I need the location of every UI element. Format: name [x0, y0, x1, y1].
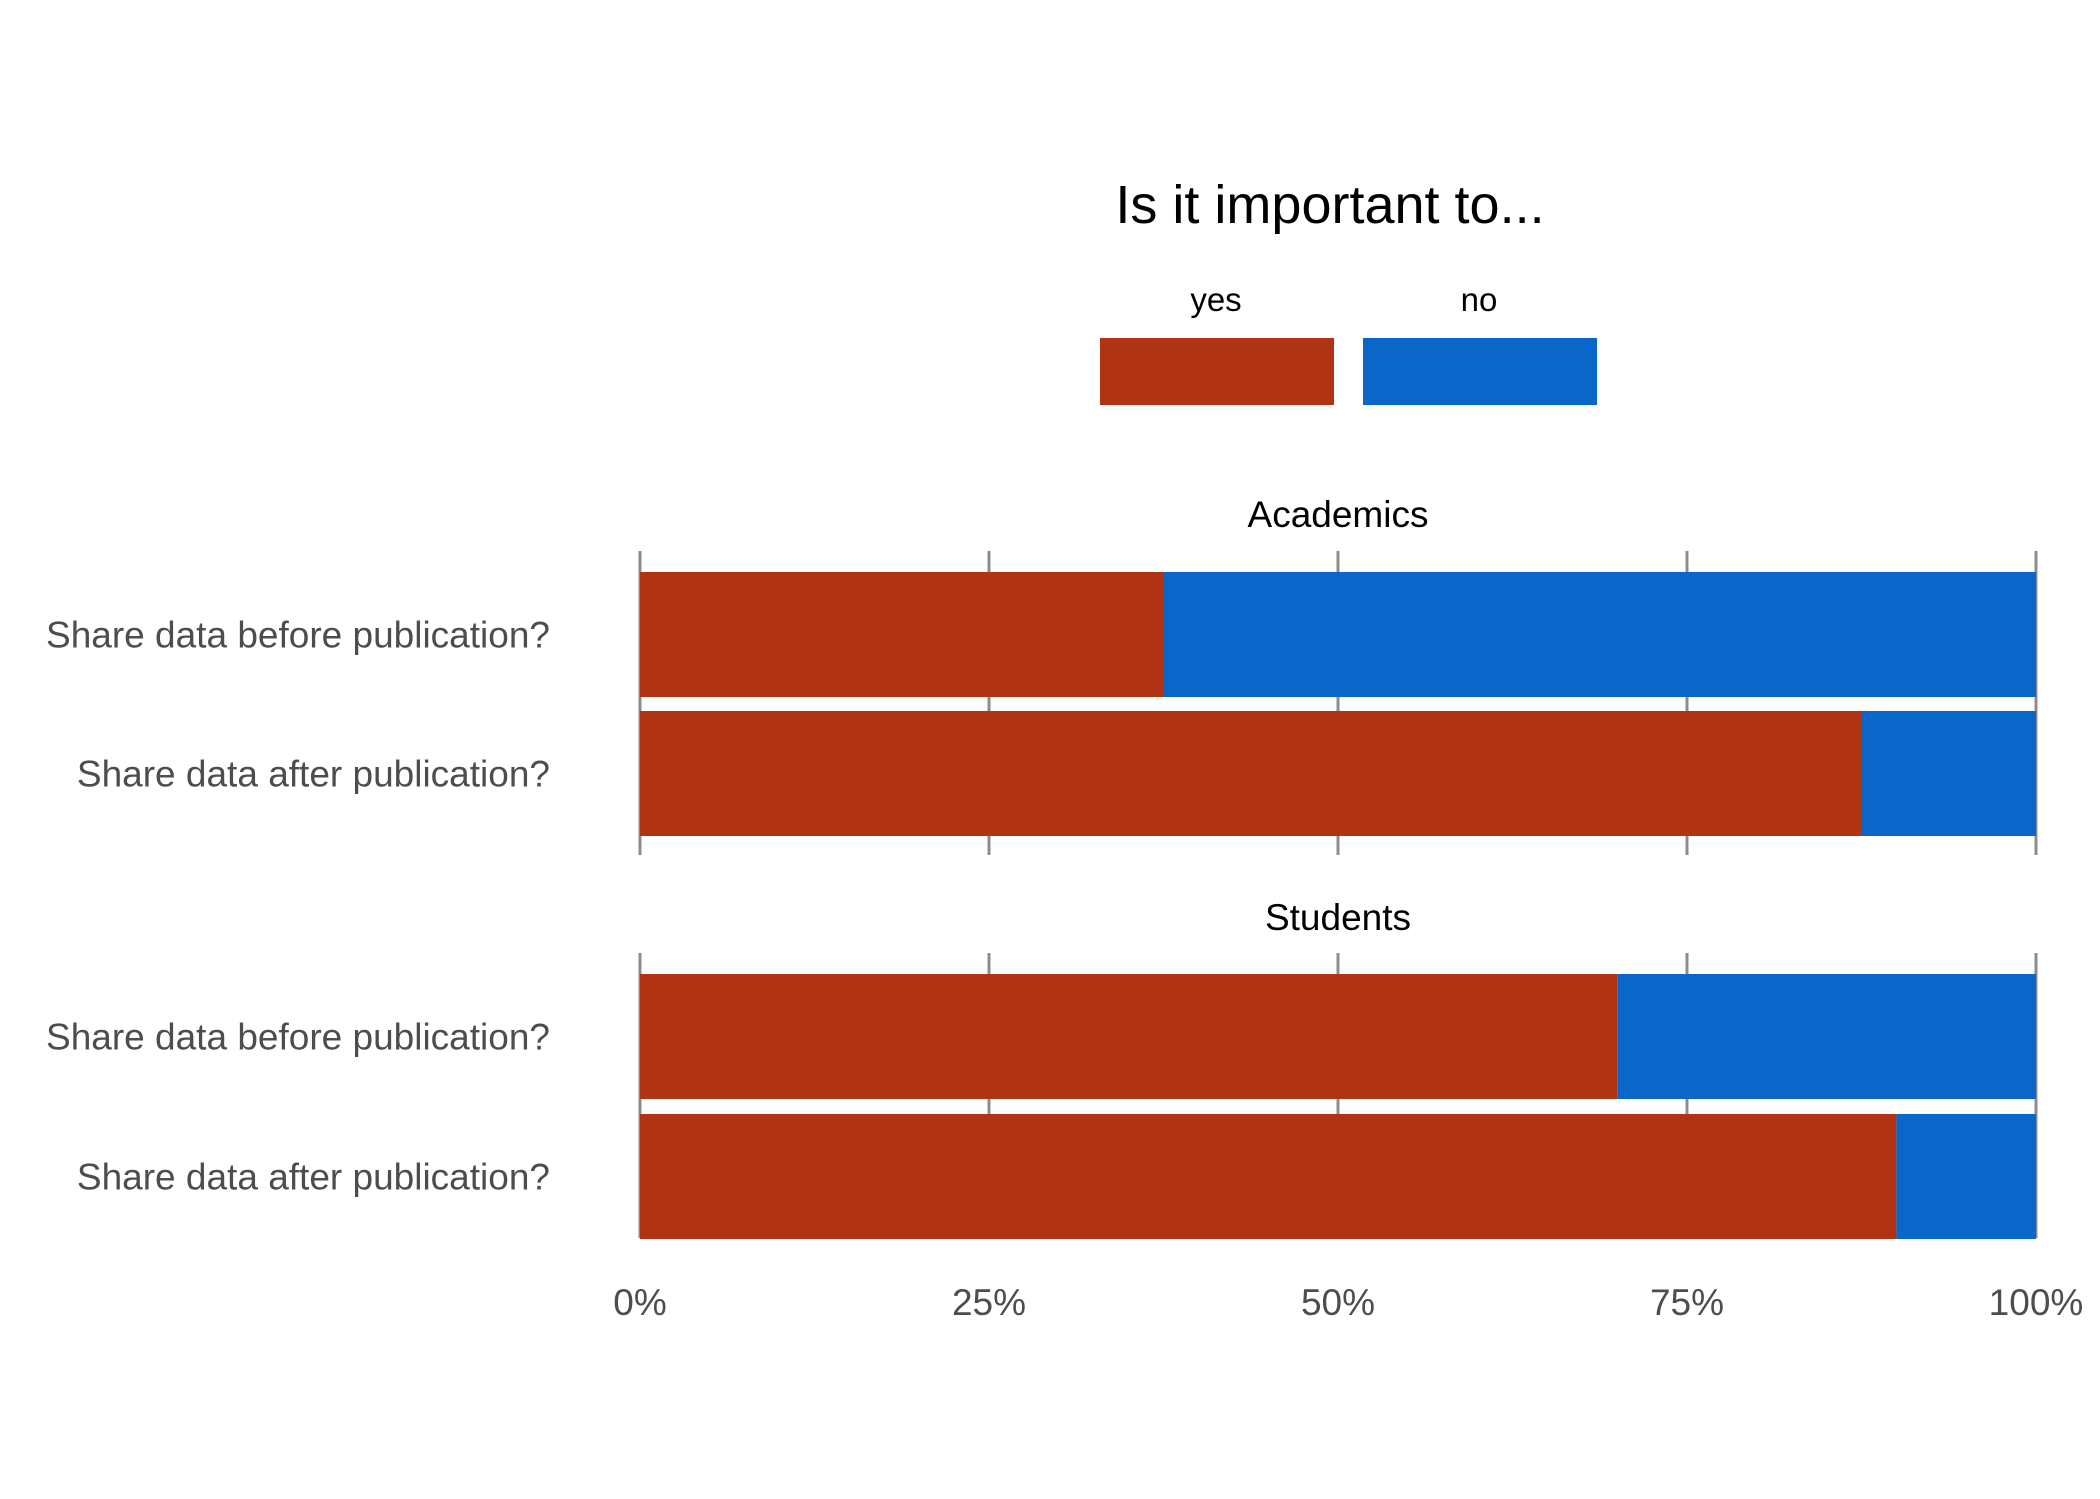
bar-no: [1896, 1114, 2036, 1239]
bar-yes: [640, 1114, 1897, 1239]
x-tick-label: 75%: [1650, 1282, 1724, 1323]
panel-academics: Academics Share data before publication? S…: [46, 494, 2038, 855]
x-tick-label: 25%: [952, 1282, 1026, 1323]
category-label: Share data before publication?: [46, 1017, 550, 1058]
legend-label-no: no: [1461, 281, 1498, 318]
category-label: Share data before publication?: [46, 615, 550, 656]
legend: yes no: [1100, 281, 1597, 405]
legend-swatch-no: [1363, 338, 1597, 405]
facet-label: Academics: [1248, 494, 1429, 535]
bar-yes: [640, 572, 1164, 697]
x-tick-label: 50%: [1301, 1282, 1375, 1323]
x-tick-label: 0%: [613, 1282, 666, 1323]
bar-no: [1163, 572, 2036, 697]
category-label: Share data after publication?: [77, 1157, 550, 1198]
panel-students: Students Share data before publication? Sh…: [46, 897, 2038, 1239]
bar-no: [1617, 974, 2036, 1099]
x-axis: 0% 25% 50% 75% 100%: [613, 1282, 2083, 1323]
legend-swatch-yes: [1100, 338, 1334, 405]
bar-yes: [640, 711, 1862, 836]
facet-label: Students: [1265, 897, 1411, 938]
legend-label-yes: yes: [1190, 281, 1241, 318]
x-tick-label: 100%: [1989, 1282, 2084, 1323]
category-label: Share data after publication?: [77, 754, 550, 795]
chart-title: Is it important to...: [1115, 175, 1544, 235]
bar-yes: [640, 974, 1618, 1099]
bar-no: [1861, 711, 2036, 836]
